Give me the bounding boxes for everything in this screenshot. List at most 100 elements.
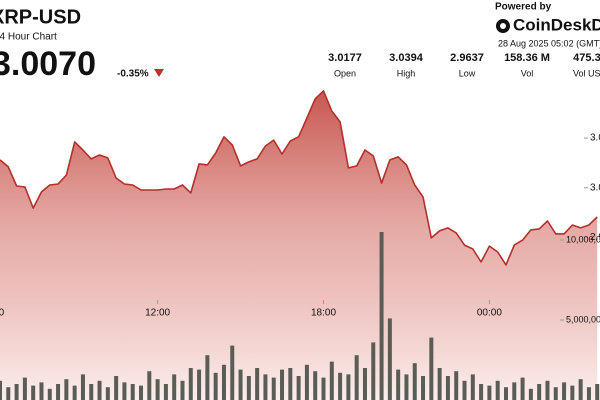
volume-bar [155, 379, 160, 400]
volume-bar [31, 385, 36, 400]
volume-bar [528, 388, 533, 400]
x-tick-label: 12:00 [145, 308, 170, 319]
date: 28 Aug 2025 05:02 (GMT) [498, 38, 600, 48]
volume-bar [139, 385, 144, 400]
logo [496, 19, 510, 33]
volume-bar [362, 368, 367, 400]
volume-bar [72, 385, 77, 400]
stat-label: Open [334, 68, 356, 78]
volume-bar [379, 232, 384, 400]
volume-bar [495, 380, 500, 400]
volume-bar [553, 387, 558, 400]
powered-by: Powered by [495, 2, 552, 13]
down-arrow [154, 69, 164, 77]
volume-bar [329, 361, 334, 400]
volume-bar [562, 382, 567, 400]
volume-bar [304, 364, 309, 400]
volume-bar [479, 384, 484, 400]
volume-bar [47, 388, 52, 400]
volume-bar [354, 355, 359, 400]
volume-bar [255, 368, 260, 400]
volume-bar [512, 382, 517, 400]
brand: CoinDeskData [513, 15, 600, 34]
volume-bar [537, 384, 542, 400]
stat-value: 3.0177 [328, 52, 362, 64]
volume-bar [22, 377, 27, 400]
stat-label: Low [459, 68, 476, 78]
volume-bar [421, 376, 426, 400]
volume-bar [180, 380, 185, 400]
volume-bar [578, 379, 583, 400]
price-area [0, 90, 598, 400]
stat-label: Vol [521, 68, 534, 78]
volume-bar [462, 380, 467, 400]
volume-bar [570, 385, 575, 400]
volume-bar [230, 345, 235, 400]
volume-bar [197, 369, 202, 400]
volume-bar [80, 374, 85, 400]
y-tick-label: 2.98 [590, 232, 600, 243]
y2-tick-label: 5,000,000 [566, 314, 600, 324]
y-tick-label: 3.02 [590, 133, 600, 144]
volume-bar [404, 374, 409, 400]
volume-bar [288, 368, 293, 400]
x-tick-label: 18:00 [311, 308, 336, 319]
stats: 3.0177 Open 3.0394 High 2.9637 Low 158.36 M Vol… [328, 52, 600, 78]
subtitle: 24 Hour Chart [0, 32, 57, 43]
volume-bar [595, 384, 600, 400]
price-line [0, 90, 598, 266]
volume-bar [586, 387, 591, 400]
volume-bar [263, 374, 268, 400]
y-tick-label: 3.00 [590, 182, 600, 193]
stat-label: Vol USD [573, 68, 600, 78]
volume-bar [396, 369, 401, 400]
x-tick-label: 00:00 [477, 308, 502, 319]
volume-bar [39, 382, 44, 400]
stat-value: 475.37 [573, 52, 600, 64]
volume-bar [64, 379, 69, 400]
volume-bar [346, 374, 351, 400]
volume-bar [89, 384, 94, 400]
y2-tick-label: 10,000,000 [566, 234, 600, 244]
volume-bar [213, 372, 218, 400]
stat-label: High [397, 68, 416, 78]
volume-bar [246, 376, 251, 400]
volume-bar [163, 384, 168, 400]
volume-bar [238, 369, 243, 400]
volume-bar [97, 380, 102, 400]
volume-bar [429, 337, 434, 400]
volume-bar [130, 384, 135, 400]
volume-bar [387, 318, 392, 400]
volume-bar [296, 376, 301, 400]
volume-bar [371, 342, 376, 400]
volume-bar [280, 369, 285, 400]
x-tick-label: 06:00 [0, 308, 5, 319]
volume-bar [271, 377, 276, 400]
stat-value: 158.36 M [504, 52, 550, 64]
volume-bar [172, 374, 177, 400]
volume-bar [122, 382, 127, 400]
title: XRP-USD [0, 6, 81, 28]
volume-bar [412, 363, 417, 400]
volume-bar [56, 384, 61, 400]
volume-bar [0, 380, 2, 400]
volume-bar [545, 380, 550, 400]
volume-bar [503, 387, 508, 400]
volume-bar [313, 371, 318, 400]
volume-bar [470, 374, 475, 400]
change: -0.35% [117, 69, 149, 80]
volume-bar [6, 387, 11, 400]
volume-bar [205, 355, 210, 400]
volume-bar [520, 377, 525, 400]
volume-bar [454, 371, 459, 400]
stat-value: 2.9637 [450, 52, 484, 64]
price: 3.0070 [0, 45, 96, 83]
volume-bar [188, 368, 193, 400]
volume-bar [14, 384, 19, 400]
volume-bar [338, 372, 343, 400]
volume-bar [105, 387, 110, 400]
volume-bar [437, 368, 442, 400]
stat-value: 3.0394 [389, 52, 424, 64]
volume-bar [321, 377, 326, 400]
volume-bar [114, 376, 119, 400]
